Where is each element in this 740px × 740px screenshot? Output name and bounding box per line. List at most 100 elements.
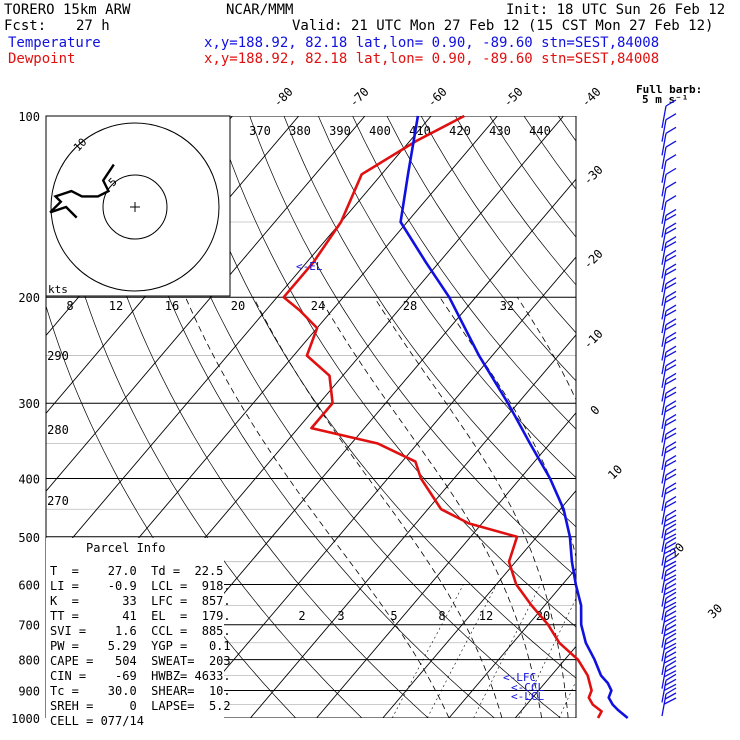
- hodograph-unit: kts: [48, 283, 68, 296]
- moist-adiabat: [674, 297, 696, 718]
- hodograph-speed-label: 8: [66, 299, 73, 313]
- pressure-label: 1000: [11, 712, 40, 726]
- model-title: TORERO 15km ARW: [4, 2, 131, 18]
- wind-barbs: [661, 99, 677, 717]
- wind-barb: [661, 304, 677, 334]
- grid-lines: [45, 116, 740, 731]
- wind-barb: [661, 537, 677, 566]
- wind-barb: [661, 619, 677, 648]
- hodograph-speed-label: 28: [403, 299, 417, 313]
- isotherm: [382, 490, 576, 718]
- wind-barb: [661, 400, 677, 429]
- isotherm: [46, 116, 432, 570]
- dry-adiabat: [627, 116, 740, 731]
- wind-barb: [661, 496, 677, 525]
- ccl-marker: <-CCL: [511, 681, 544, 694]
- wind-barb: [661, 154, 677, 183]
- moist-adiabat: [516, 296, 576, 401]
- mixing-ratio-line: [391, 584, 464, 718]
- parcel-title: Parcel Info: [86, 541, 165, 555]
- fcst-label: Fcst:: [4, 18, 46, 34]
- parcel-row: K = 33 LFC = 857.: [50, 594, 231, 608]
- theta-label: 420: [449, 124, 471, 138]
- isotherm-label: -80: [271, 85, 296, 110]
- temperature-profile: [399, 115, 629, 720]
- parcel-row: PW = 5.29 YGP = 0.1: [50, 639, 231, 653]
- moist-adiabat: [185, 297, 450, 718]
- wind-barb: [661, 646, 677, 676]
- wind-barb: [661, 386, 677, 416]
- moist-adiabat: [253, 297, 503, 718]
- wind-barb: [661, 523, 677, 553]
- wind-barb: [661, 673, 677, 703]
- wind-barb: [661, 208, 677, 238]
- pressure-label: 500: [18, 531, 40, 545]
- pressure-label: 800: [18, 654, 40, 668]
- mixing-ratio-line: [427, 584, 497, 718]
- el-marker: <-EL: [296, 260, 323, 273]
- pressure-label: 100: [18, 110, 40, 124]
- lfc-marker: <-LFC: [503, 671, 536, 684]
- dry-adiabat: [696, 116, 740, 731]
- wind-barb: [661, 126, 677, 156]
- wind-barb: [661, 591, 677, 621]
- pressure-label: 900: [18, 684, 40, 698]
- isotherm-label: -50: [501, 85, 526, 110]
- isotherm: [250, 334, 576, 718]
- dry-adiabat: [489, 116, 576, 238]
- hodograph-ring-outer: [50, 122, 220, 292]
- moist-adiabat: [319, 296, 543, 718]
- parcel-row: CELL = 077/14: [50, 714, 144, 728]
- theta-label: 400: [369, 124, 391, 138]
- wind-barb: [661, 454, 677, 484]
- wind-barb: [661, 687, 677, 717]
- location-line-temp: x,y=188.92, 82.18 lat,lon= 0.90, -89.60 …: [204, 35, 659, 51]
- wind-barb: [661, 318, 677, 347]
- isotherm: [46, 116, 366, 492]
- parcel-row: SREH = 0 LAPSE= 5.2: [50, 699, 231, 713]
- hodograph-trace: [49, 163, 115, 219]
- wind-barb: [661, 413, 677, 443]
- isotherm-label: -70: [347, 85, 372, 110]
- wind-barb: [661, 249, 677, 279]
- hodograph-ring-inner: [102, 174, 168, 240]
- parcel-row: SVI = 1.6 CCL = 885.: [50, 624, 231, 638]
- moist-adiabat: [373, 296, 569, 718]
- parcel-row: LI = -0.9 LCL = 918.: [50, 579, 231, 593]
- dry-adiabat: [283, 116, 576, 528]
- theta-label: 270: [47, 494, 69, 508]
- dry-adiabat: [146, 116, 562, 718]
- wind-barb: [661, 632, 677, 662]
- lcl-marker: <-LCL: [511, 690, 544, 703]
- org-title: NCAR/MMM: [226, 2, 293, 18]
- isotherm: [714, 116, 740, 718]
- parcel-row: Tc = 30.0 SHEAR= 10.: [50, 684, 231, 698]
- wind-barb: [661, 331, 677, 361]
- dry-adiabat: [352, 116, 576, 430]
- wind-barb: [661, 277, 677, 306]
- dry-adiabat: [77, 116, 429, 718]
- mixing-ratio-label: 2: [298, 609, 305, 623]
- isotherm: [648, 116, 740, 718]
- pressure-label: 300: [18, 397, 40, 411]
- init-time: Init: 18 UTC Sun 26 Feb 12: [506, 2, 725, 18]
- pressure-label: 700: [18, 619, 40, 633]
- isotherm-label: -10: [581, 327, 606, 352]
- mixing-ratio-label: 5: [390, 609, 397, 623]
- dry-adiabat: [317, 116, 576, 479]
- hodograph-speed-label: 20: [231, 299, 245, 313]
- mixing-ratio-label: 8: [438, 609, 445, 623]
- dry-adiabat: [661, 116, 740, 731]
- hodograph-speed-label: 12: [109, 299, 123, 313]
- parcel-row: TT = 41 EL = 179.: [50, 609, 231, 623]
- isotherm-label: 10: [605, 462, 625, 482]
- pressure-label: 200: [18, 291, 40, 305]
- wind-barb: [661, 140, 677, 170]
- theta-label: 390: [329, 124, 351, 138]
- location-line-dew: x,y=188.92, 82.18 lat,lon= 0.90, -89.60 …: [204, 51, 659, 67]
- theta-label: 430: [489, 124, 511, 138]
- dewpoint-legend: Dewpoint: [8, 51, 75, 67]
- barb-key-title: Full barb:: [636, 83, 702, 96]
- wind-barb: [661, 564, 677, 594]
- isotherm: [316, 412, 576, 718]
